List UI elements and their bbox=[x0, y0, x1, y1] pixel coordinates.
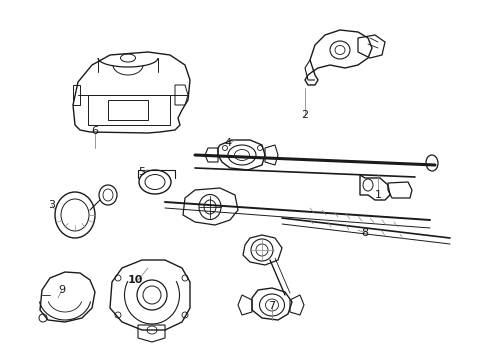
Text: 6: 6 bbox=[92, 126, 98, 136]
Text: 2: 2 bbox=[301, 110, 309, 120]
Text: 3: 3 bbox=[49, 200, 55, 210]
Text: 9: 9 bbox=[58, 285, 66, 295]
Text: 10: 10 bbox=[127, 275, 143, 285]
Text: 1: 1 bbox=[374, 190, 382, 200]
Text: 8: 8 bbox=[362, 228, 368, 238]
Text: 7: 7 bbox=[269, 301, 275, 311]
Text: 4: 4 bbox=[224, 138, 232, 148]
Text: 5: 5 bbox=[139, 167, 146, 177]
